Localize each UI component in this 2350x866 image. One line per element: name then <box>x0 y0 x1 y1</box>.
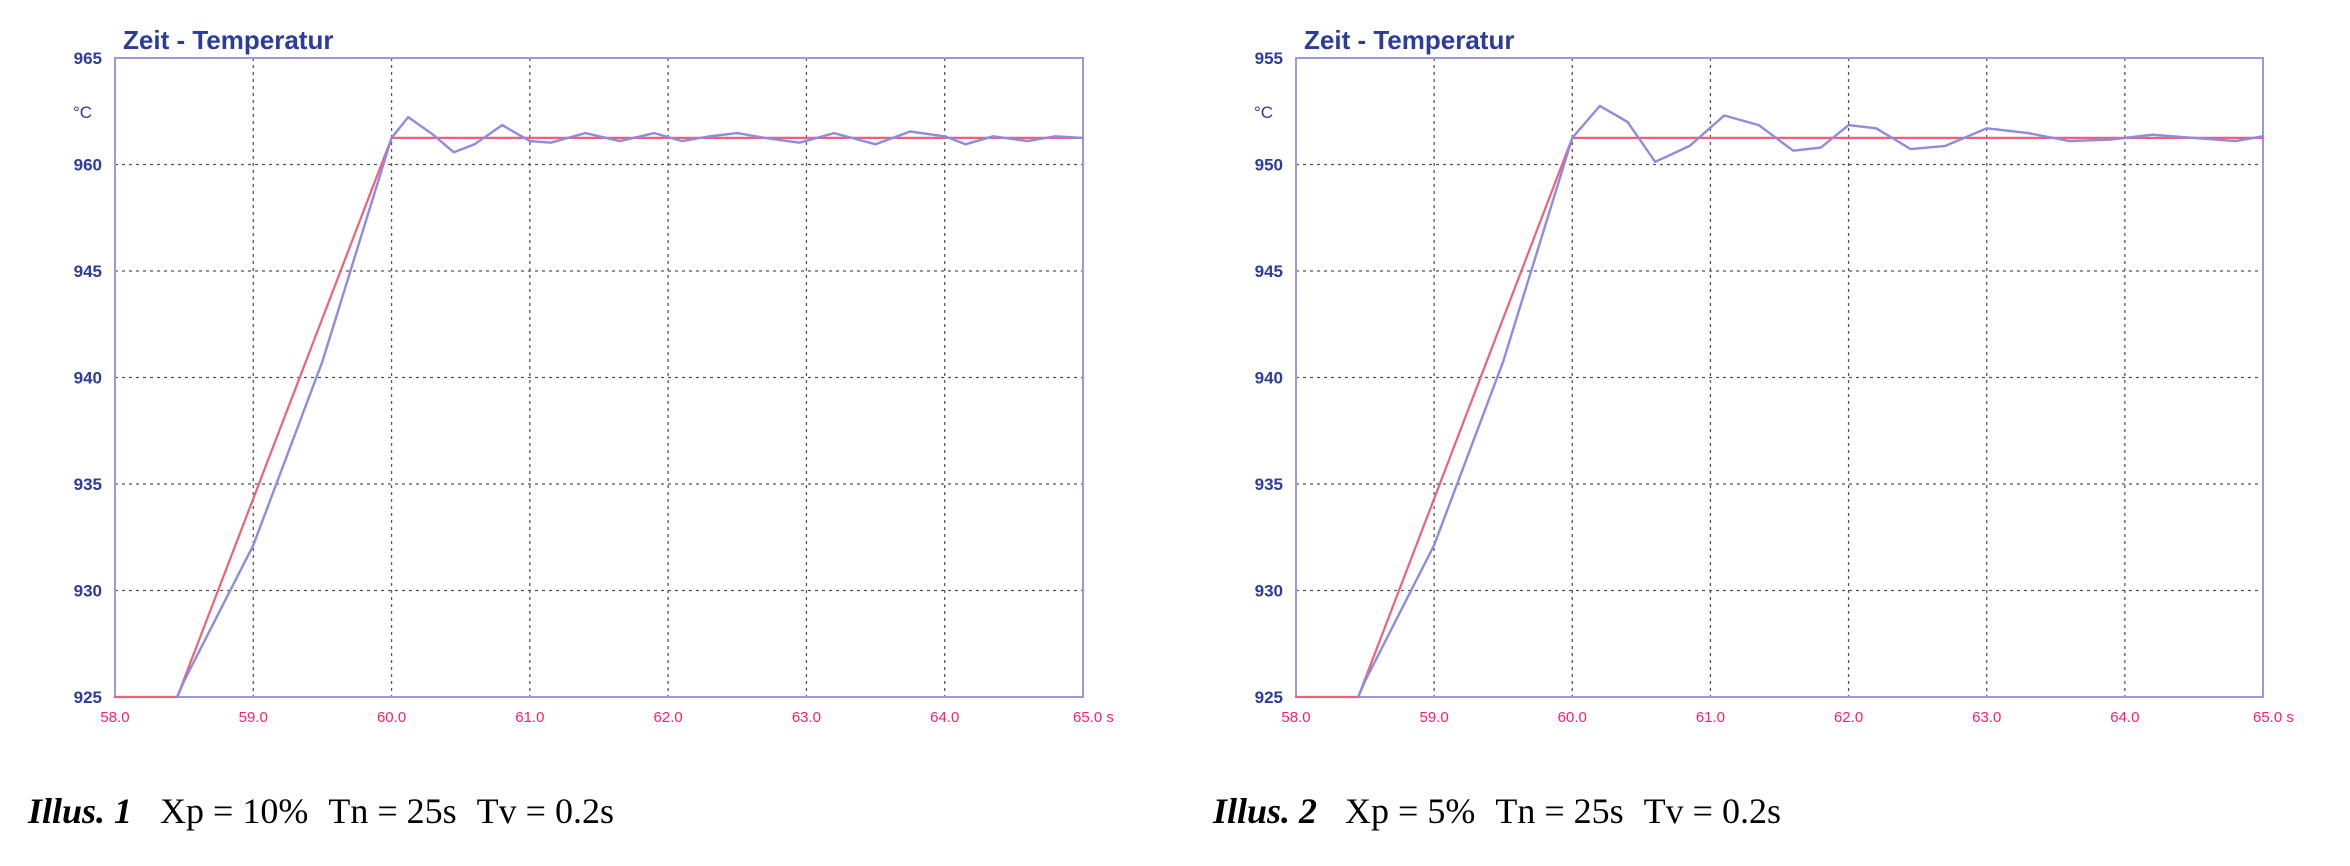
y-tick-label: 935 <box>74 475 102 494</box>
y-tick-label: 935 <box>1255 475 1283 494</box>
y-tick-label: 960 <box>74 156 102 175</box>
x-tick-label: 63.0 <box>1972 709 2001 726</box>
y-tick-label: 955 <box>1255 49 1283 68</box>
x-tick-label: 65.0 s <box>1073 709 1114 726</box>
plot-frame <box>1295 57 2264 698</box>
x-tick-label: 65.0 s <box>2253 709 2294 726</box>
chart-panel-1: Zeit - Temperatur °C 965 960 945 940 935 930 925… <box>28 25 1114 832</box>
x-tick-label: 62.0 <box>1834 709 1863 726</box>
y-tick-label: 930 <box>1255 582 1283 601</box>
y-tick-label: 945 <box>1255 262 1283 281</box>
y-tick-label: 925 <box>1255 688 1283 707</box>
plot-frame <box>114 57 1084 698</box>
series-line-actual <box>175 115 1085 699</box>
y-tick-label: 965 <box>74 49 102 68</box>
y-tick-label: 950 <box>1255 156 1283 175</box>
chart-panel-2: Zeit - Temperatur °C 955 950 945 940 935 930 925… <box>1183 0 2350 866</box>
chart-title: Zeit - Temperatur <box>123 25 333 55</box>
caption-tv: Tv = 0.2s <box>1643 791 1781 831</box>
chart-2: Zeit - Temperatur °C 955 950 945 940 935 930 925… <box>1254 25 2294 726</box>
x-tick-label: 61.0 <box>515 709 544 726</box>
x-tick-label: 64.0 <box>930 709 959 726</box>
series-line-setpoint <box>113 136 1085 699</box>
series-line-actual <box>1356 104 2265 699</box>
x-tick-label: 58.0 <box>100 709 129 726</box>
chart-title: Zeit - Temperatur <box>1304 25 1514 55</box>
series-line-setpoint <box>1294 136 2265 699</box>
x-tick-label: 64.0 <box>2110 709 2139 726</box>
y-tick-label: 940 <box>74 369 102 388</box>
y-tick-label: 940 <box>1255 369 1283 388</box>
x-tick-label: 61.0 <box>1696 709 1725 726</box>
caption-tn: Tn = 25s <box>1495 791 1624 831</box>
y-tick-label: 945 <box>74 262 102 281</box>
caption-1: Illus. 1 Xp = 10% Tn = 25s Tv = 0.2s <box>28 790 634 832</box>
caption-label: Illus. 2 <box>1213 791 1318 831</box>
y-unit-label: °C <box>1254 103 1273 122</box>
chart-1: Zeit - Temperatur °C 965 960 945 940 935 930 925… <box>73 25 1114 726</box>
x-tick-label: 62.0 <box>654 709 683 726</box>
x-tick-label: 60.0 <box>377 709 406 726</box>
caption-label: Illus. 1 <box>28 791 133 831</box>
caption-tn: Tn = 25s <box>328 791 457 831</box>
caption-xp: Xp = 10% <box>160 791 309 831</box>
caption-xp: Xp = 5% <box>1345 791 1476 831</box>
y-unit-label: °C <box>73 103 92 122</box>
x-tick-label: 58.0 <box>1281 709 1310 726</box>
y-tick-label: 925 <box>74 688 102 707</box>
x-tick-label: 60.0 <box>1558 709 1587 726</box>
x-tick-label: 59.0 <box>1420 709 1449 726</box>
caption-tv: Tv = 0.2s <box>476 791 614 831</box>
x-tick-label: 59.0 <box>239 709 268 726</box>
caption-2: Illus. 2 Xp = 5% Tn = 25s Tv = 0.2s <box>1213 790 1801 832</box>
y-tick-label: 930 <box>74 582 102 601</box>
x-tick-label: 63.0 <box>792 709 821 726</box>
